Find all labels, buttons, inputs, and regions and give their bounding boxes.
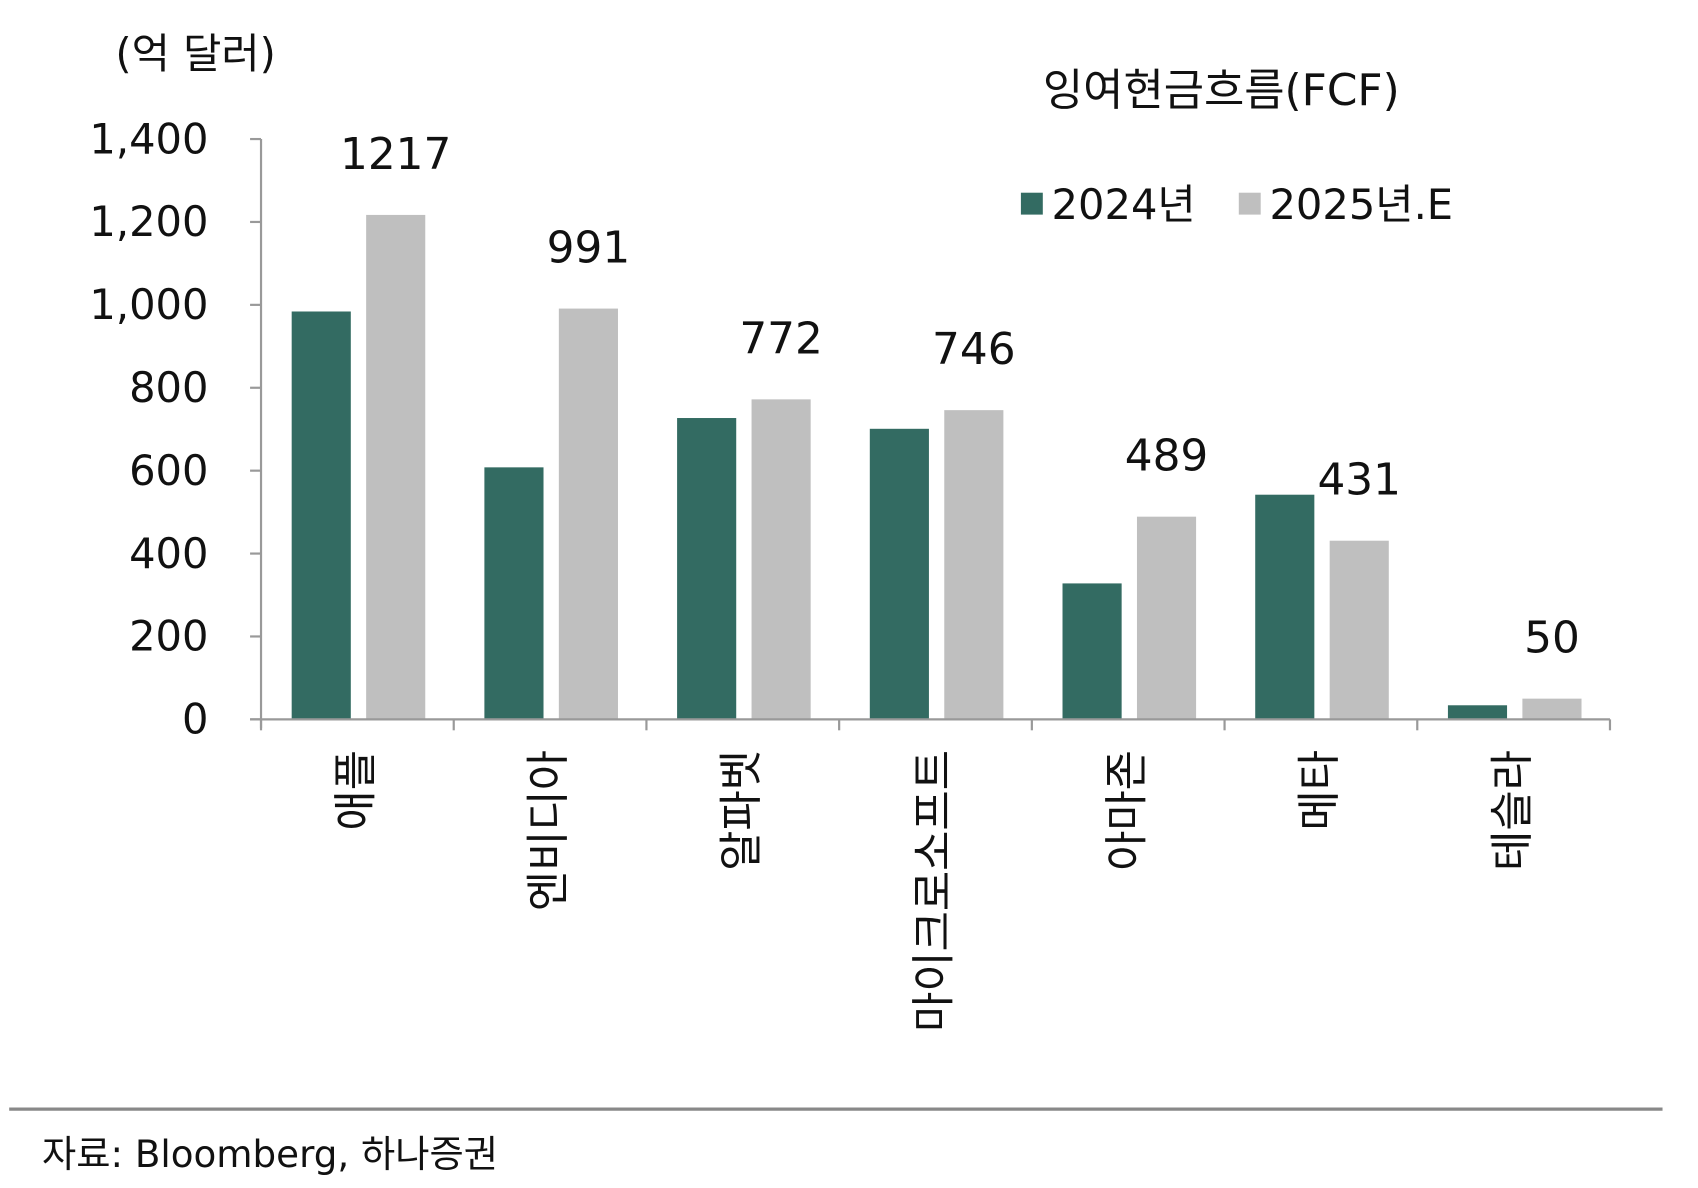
bar-2024	[869, 428, 929, 720]
data-label: 746	[932, 324, 1016, 375]
legend-swatch-2024	[1020, 192, 1043, 215]
bar-2024	[1062, 583, 1122, 720]
bar-2025e	[558, 308, 618, 720]
x-category-label: 엔비디아	[523, 750, 574, 911]
x-category-label: 아마존	[1101, 750, 1152, 871]
legend-label-2024: 2024년	[1052, 180, 1196, 229]
bar-2024	[484, 467, 544, 720]
x-category-label: 애플	[331, 750, 382, 831]
data-label: 1217	[340, 129, 451, 180]
bar-2024	[1447, 705, 1508, 720]
x-category-label: 알파벳	[716, 750, 767, 871]
bar-2025e	[1329, 540, 1389, 720]
legend: 2024년 2025년.E	[1020, 180, 1453, 229]
y-tick-label: 1,400	[89, 114, 208, 163]
y-tick-label: 600	[129, 446, 208, 495]
source-note: 자료: Bloomberg, 하나증권	[42, 1132, 498, 1176]
bar-2025e	[1522, 698, 1582, 720]
bar-2024	[291, 311, 351, 720]
x-category-label: 메타	[1294, 750, 1345, 831]
bar-2025e	[366, 214, 426, 720]
data-label: 991	[547, 223, 631, 274]
y-tick-label: 800	[129, 363, 208, 412]
legend-swatch-2025e	[1238, 192, 1261, 215]
bar-2024	[677, 418, 737, 720]
legend-label-2025e: 2025년.E	[1269, 180, 1453, 229]
bar-2025e	[751, 399, 811, 720]
y-tick-label: 0	[182, 695, 208, 744]
y-tick-label: 1,000	[89, 280, 208, 329]
bar-2024	[1255, 494, 1315, 720]
data-label: 772	[739, 313, 823, 364]
bar-2025e	[1136, 516, 1197, 720]
y-axis-unit-label: (억 달러)	[115, 29, 275, 78]
y-tick-label: 200	[129, 612, 208, 661]
x-category-label: 마이크로소프트	[909, 750, 960, 1032]
x-category-label: 테슬라	[1487, 750, 1538, 871]
bar-2025e	[944, 410, 1004, 720]
plot-area: 0 200 400 600 800 1,000 1,200 1,400 1217 애플 991 엔비디…	[89, 114, 1612, 1032]
y-tick-label: 400	[129, 529, 208, 578]
data-label: 431	[1317, 455, 1401, 506]
data-label: 50	[1524, 613, 1580, 664]
y-tick-label: 1,200	[89, 197, 208, 246]
chart-title: 잉여현금흐름(FCF)	[1043, 65, 1400, 116]
data-label: 489	[1125, 431, 1209, 482]
